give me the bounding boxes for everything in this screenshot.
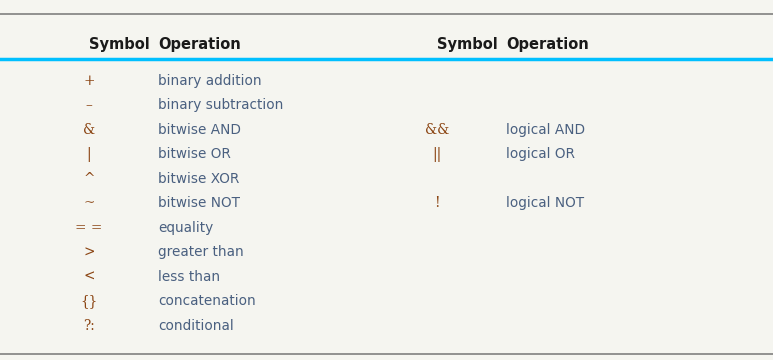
Text: &: & (83, 123, 95, 137)
Text: +: + (83, 74, 94, 88)
Text: Operation: Operation (506, 37, 589, 53)
Text: greater than: greater than (158, 246, 244, 259)
Text: bitwise OR: bitwise OR (158, 148, 231, 161)
Text: ?:: ?: (83, 319, 95, 333)
Text: {}: {} (80, 294, 97, 308)
Text: !: ! (434, 197, 440, 210)
Text: logical AND: logical AND (506, 123, 585, 137)
Text: Symbol: Symbol (437, 37, 498, 53)
Text: bitwise XOR: bitwise XOR (158, 172, 240, 186)
Text: |: | (87, 147, 91, 162)
Text: Operation: Operation (158, 37, 241, 53)
Text: binary addition: binary addition (158, 74, 262, 88)
Text: ~: ~ (83, 197, 94, 210)
Text: Symbol: Symbol (89, 37, 150, 53)
Text: logical OR: logical OR (506, 148, 575, 161)
Text: >: > (83, 246, 94, 259)
Text: concatenation: concatenation (158, 294, 256, 308)
Text: bitwise NOT: bitwise NOT (158, 197, 240, 210)
Text: equality: equality (158, 221, 213, 235)
Text: &&: && (424, 123, 449, 137)
Text: –: – (86, 99, 92, 112)
Text: = =: = = (75, 221, 103, 235)
Text: binary subtraction: binary subtraction (158, 99, 284, 112)
Text: ^: ^ (83, 172, 94, 186)
Text: <: < (83, 270, 94, 284)
Text: logical NOT: logical NOT (506, 197, 584, 210)
Text: bitwise AND: bitwise AND (158, 123, 241, 137)
Text: less than: less than (158, 270, 220, 284)
Text: ||: || (432, 147, 441, 162)
Text: conditional: conditional (158, 319, 234, 333)
